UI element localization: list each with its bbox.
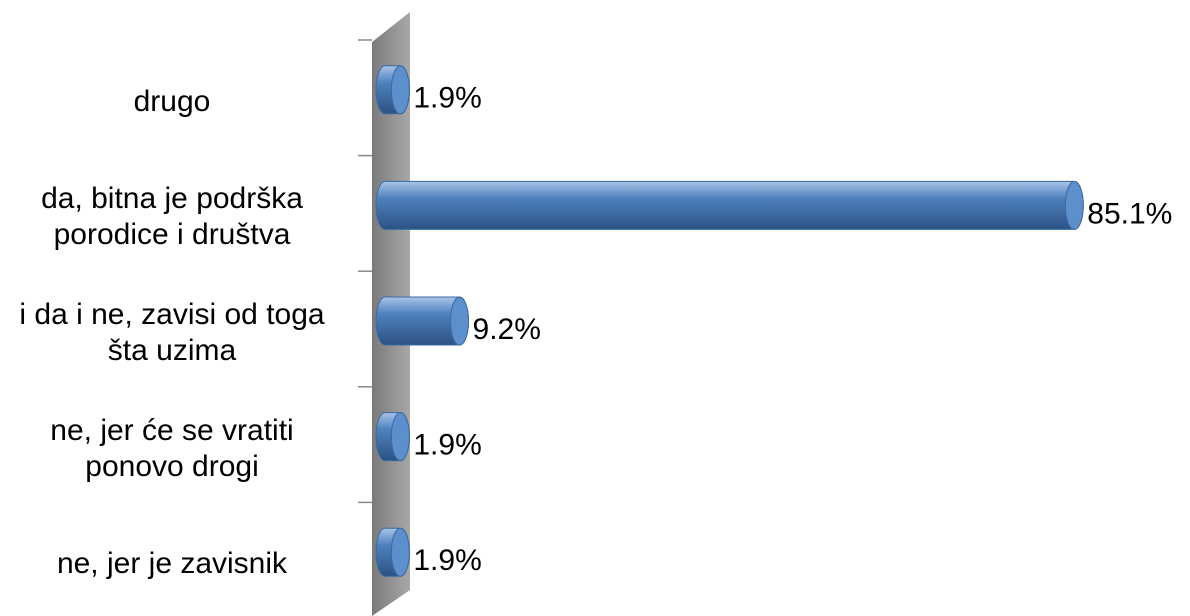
bar-cap bbox=[1064, 180, 1084, 230]
value-label: 85.1% bbox=[1087, 197, 1172, 230]
value-label: 1.9% bbox=[413, 429, 481, 462]
value-label: 9.2% bbox=[473, 313, 541, 346]
category-label: da, bitna je podrška porodice i društva bbox=[41, 182, 303, 252]
bar-cap bbox=[390, 527, 410, 577]
value-label: 1.9% bbox=[413, 82, 481, 115]
category-label: ne, jer će se vratiti ponovo drogi bbox=[50, 413, 294, 483]
bar bbox=[375, 180, 1084, 230]
bar-cap bbox=[450, 296, 470, 346]
bar-cap bbox=[390, 65, 410, 115]
value-label: 1.9% bbox=[413, 544, 481, 577]
category-label: drugo bbox=[133, 84, 211, 118]
category-label: i da i ne, zavisi od toga šta uzima bbox=[19, 298, 325, 367]
category-label: ne, jer je zavisnik bbox=[56, 547, 288, 581]
bar-cap bbox=[390, 412, 410, 462]
